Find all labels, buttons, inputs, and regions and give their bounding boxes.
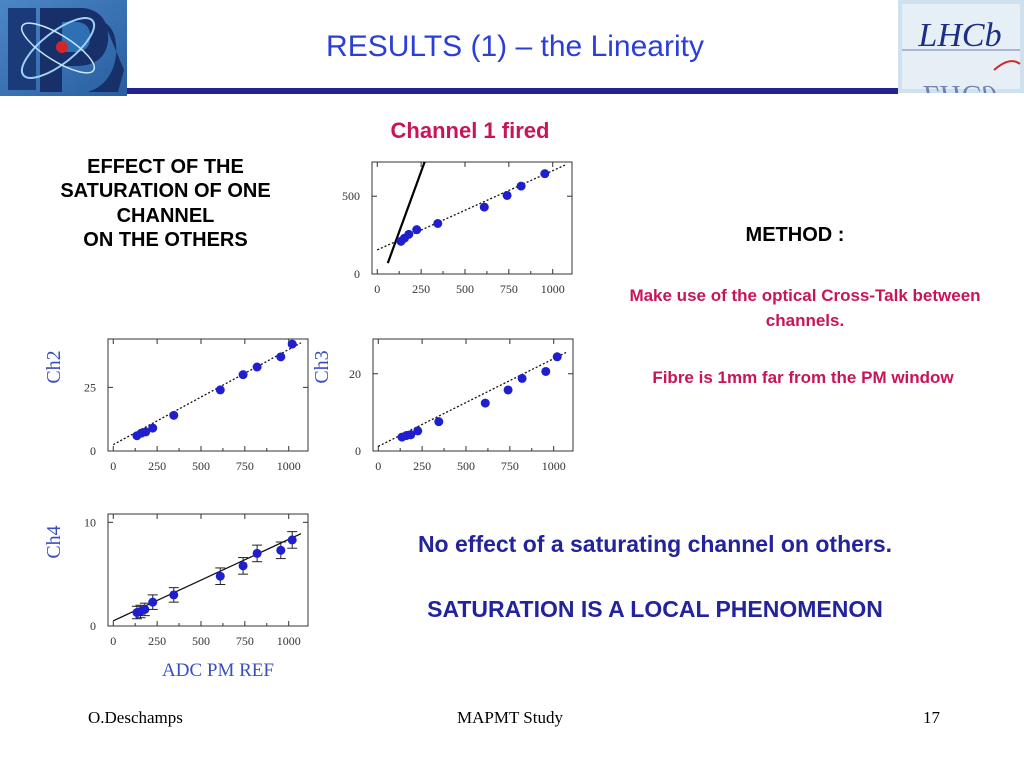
method-fibre-text: Fibre is 1mm far from the PM window: [652, 368, 954, 387]
data-point: [276, 545, 286, 555]
data-point: [479, 202, 489, 212]
data-point: [287, 339, 297, 349]
ipc-logo-icon: [0, 0, 127, 96]
data-point: [503, 385, 513, 395]
lhcb-logo-graphic: LHCb LHCb: [898, 0, 1024, 112]
ipc-logo-graphic: [0, 0, 127, 96]
x-tick-label: 750: [236, 459, 254, 473]
data-point: [140, 604, 150, 614]
effect-line: SATURATION OF ONE: [60, 180, 271, 203]
page-title: RESULTS (1) – the Linearity: [326, 30, 704, 63]
data-point: [141, 427, 151, 437]
chart-frame: [372, 338, 574, 452]
chart-channel-3: 0 250 500 750 1000 0 20 Ch3: [311, 338, 574, 473]
x-tick-label: 1000: [541, 282, 565, 296]
method-cross-talk-text: Make use of the optical Cross-Talk betwe…: [629, 286, 981, 330]
data-point: [404, 229, 414, 239]
y-tick-label: 0: [90, 444, 96, 458]
data-point: [148, 597, 158, 607]
chart-frame: [107, 338, 309, 452]
x-tick-label: 500: [192, 634, 210, 648]
effect-line: ON THE OTHERS: [83, 229, 248, 252]
data-point: [502, 190, 512, 200]
data-point: [413, 426, 423, 436]
conclusion-no-effect: No effect of a saturating channel on oth…: [417, 531, 893, 557]
x-tick-label: 500: [456, 282, 474, 296]
fit-line: [377, 351, 567, 447]
x-tick-label: 0: [110, 459, 116, 473]
data-point: [516, 181, 526, 191]
data-point: [412, 225, 422, 235]
x-tick-label: 250: [413, 459, 431, 473]
data-point: [238, 561, 248, 571]
x-tick-label: 750: [501, 459, 519, 473]
chart-channel-2: 0 250 500 750 1000 0 25 Ch2: [43, 338, 309, 473]
data-point: [406, 430, 416, 440]
x-axis-title: ADC PM REF: [162, 660, 274, 681]
y-tick-label: 0: [355, 444, 361, 458]
data-point: [252, 548, 262, 558]
data-point: [238, 370, 248, 380]
data-point: [148, 423, 158, 433]
title-underline: [127, 88, 898, 94]
data-point: [215, 571, 225, 581]
chart-channel-1: 0 250 500 750 1000 0 500: [342, 161, 573, 296]
x-tick-label: 750: [236, 634, 254, 648]
lhcb-logo-mirror: LHCb: [922, 79, 996, 93]
data-point: [552, 352, 562, 362]
data-point: [434, 417, 444, 427]
data-point: [276, 352, 286, 362]
x-tick-label: 250: [148, 634, 166, 648]
chart-channel-4: 0 250 500 750 1000 0 10 Ch4 ADC PM REF: [43, 513, 309, 681]
data-point: [215, 385, 225, 395]
y-tick-label: 0: [354, 267, 360, 281]
channel-label: Ch4: [43, 525, 65, 558]
effect-line: EFFECT OF THE: [87, 156, 244, 178]
data-point: [433, 218, 443, 228]
x-tick-label: 1000: [277, 459, 301, 473]
conclusion-local-phenomenon: SATURATION IS A LOCAL PHENOMENON: [427, 596, 883, 622]
y-tick-label: 10: [84, 515, 96, 529]
channel-label: Ch2: [43, 350, 65, 383]
lhcb-logo-text: LHCb: [917, 17, 1001, 54]
y-tick-label: 0: [90, 619, 96, 633]
x-tick-label: 750: [500, 282, 518, 296]
x-tick-label: 250: [412, 282, 430, 296]
x-tick-label: 0: [374, 282, 380, 296]
effect-description: EFFECT OF THE SATURATION OF ONE CHANNEL …: [18, 155, 313, 253]
chart-frame: [107, 513, 309, 627]
x-tick-label: 250: [148, 459, 166, 473]
y-tick-label: 25: [84, 380, 96, 394]
data-point: [540, 169, 550, 179]
footer-topic: MAPMT Study: [457, 708, 563, 727]
data-point: [169, 410, 179, 420]
fit-line: [112, 342, 302, 446]
data-point: [252, 362, 262, 372]
channel-label: Ch3: [311, 350, 333, 383]
data-point: [287, 535, 297, 545]
footer-page-number: 17: [923, 708, 940, 727]
data-point: [541, 366, 551, 376]
data-point: [169, 590, 179, 600]
footer-author: O.Deschamps: [88, 708, 183, 727]
y-tick-label: 500: [342, 189, 360, 203]
x-tick-label: 1000: [277, 634, 301, 648]
x-tick-label: 0: [375, 459, 381, 473]
data-point: [517, 373, 527, 383]
x-tick-label: 500: [457, 459, 475, 473]
saturation-line: [386, 161, 426, 264]
lhcb-logo-icon: LHCb LHCb: [898, 0, 1024, 112]
chart-frame: [371, 161, 573, 275]
method-heading: METHOD :: [745, 224, 845, 246]
y-tick-label: 20: [349, 367, 361, 381]
x-tick-label: 0: [110, 634, 116, 648]
x-tick-label: 1000: [542, 459, 566, 473]
effect-line: CHANNEL: [116, 204, 215, 227]
data-point: [480, 398, 490, 408]
x-tick-label: 500: [192, 459, 210, 473]
chart-ch1-title: Channel 1 fired: [390, 118, 550, 143]
